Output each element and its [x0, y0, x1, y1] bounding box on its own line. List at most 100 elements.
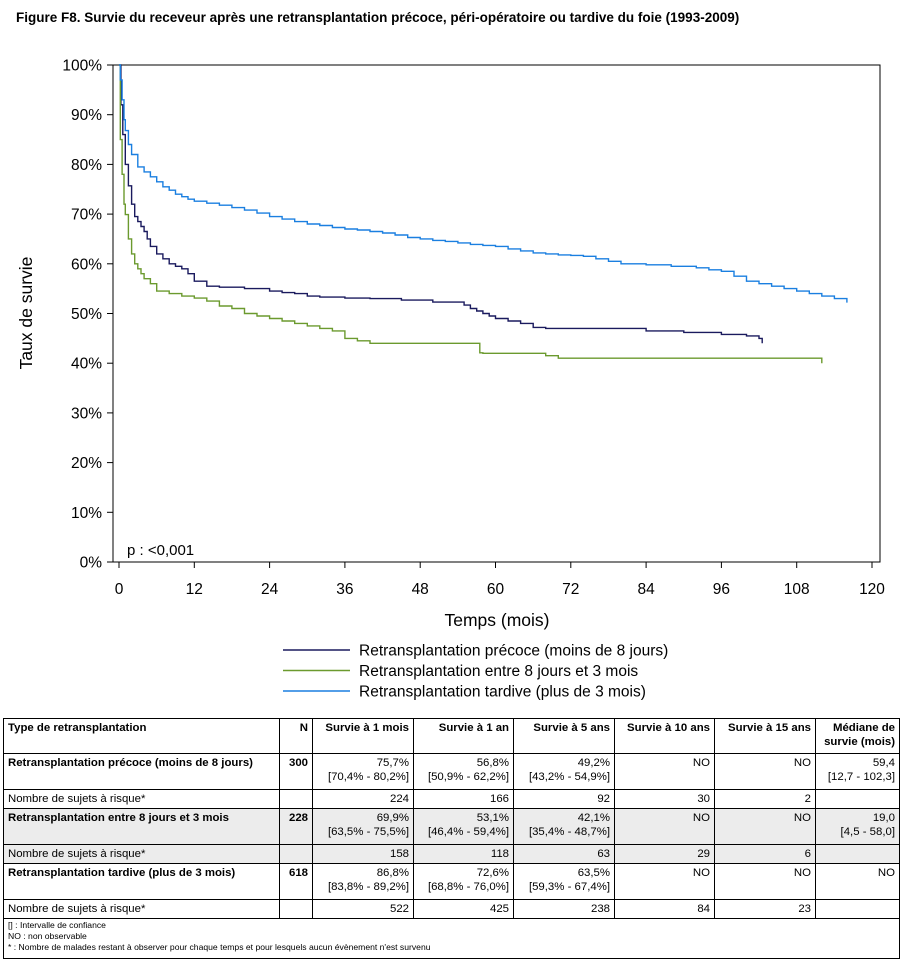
header-type: Type de retransplantation — [3, 718, 280, 754]
x-tick-label: 84 — [637, 581, 655, 598]
risk-count: 63 — [513, 844, 615, 864]
survival-cell: 69,9% [63,5% - 75,5%] — [312, 808, 414, 845]
y-tick-label: 90% — [71, 107, 102, 124]
table-row: Retransplantation entre 8 jours et 3 moi… — [3, 808, 900, 845]
x-tick-label: 12 — [186, 581, 203, 598]
y-tick-label: 20% — [71, 455, 102, 472]
survival-cell: 86,8% [83,8% - 89,2%] — [312, 863, 414, 900]
survival-value: 49,2% — [577, 757, 610, 769]
survival-cell: 75,7% [70,4% - 80,2%] — [312, 753, 414, 790]
survival-cell: 72,6% [68,8% - 76,0%] — [413, 863, 514, 900]
risk-count: 166 — [413, 789, 514, 809]
y-tick-label: 70% — [71, 207, 102, 224]
survival-cell: 56,8% [50,9% - 62,2%] — [413, 753, 514, 790]
table-row: Nombre de sujets à risque* 522 425 238 8… — [3, 899, 900, 919]
survival-value: 63,5% — [577, 867, 610, 879]
survival-value: 56,8% — [476, 757, 509, 769]
survival-value: NO — [614, 753, 715, 790]
y-tick-label: 100% — [62, 58, 102, 75]
x-tick-label: 120 — [859, 581, 885, 598]
risk-count: 2 — [714, 789, 816, 809]
header-survie-5-ans: Survie à 5 ans — [513, 718, 615, 754]
empty-cell — [279, 789, 313, 809]
empty-cell — [279, 844, 313, 864]
median-cell: 59,4 [12,7 - 102,3] — [815, 753, 900, 790]
chart-legend: Retransplantation précoce (moins de 8 jo… — [283, 643, 668, 701]
confidence-interval: [35,4% - 48,7%] — [528, 826, 610, 838]
risk-count: 118 — [413, 844, 514, 864]
group-label: Retransplantation entre 8 jours et 3 moi… — [3, 808, 280, 845]
y-tick-label: 40% — [71, 356, 102, 373]
survival-curve-1 — [119, 64, 763, 344]
confidence-interval: [46,4% - 59,4%] — [427, 826, 509, 838]
survival-value: 69,9% — [376, 812, 409, 824]
risk-count: 522 — [312, 899, 414, 919]
survival-value: NO — [714, 753, 816, 790]
survival-cell: 42,1% [35,4% - 48,7%] — [513, 808, 615, 845]
x-tick-label: 24 — [261, 581, 279, 598]
median-value: NO — [877, 867, 895, 879]
header-n: N — [279, 718, 313, 754]
survival-value: NO — [614, 808, 715, 845]
survival-value: 72,6% — [476, 867, 509, 879]
y-tick-label: 30% — [71, 405, 102, 422]
risk-count: 425 — [413, 899, 514, 919]
table-row: Nombre de sujets à risque* 224 166 92 30… — [3, 789, 900, 809]
survival-value: NO — [714, 863, 816, 900]
header-survie-15-ans: Survie à 15 ans — [714, 718, 816, 754]
table-row: Nombre de sujets à risque* 158 118 63 29… — [3, 844, 900, 864]
y-tick-label: 0% — [80, 555, 103, 572]
survival-curve-2 — [119, 64, 823, 364]
x-tick-label: 60 — [487, 581, 505, 598]
risk-count: 224 — [312, 789, 414, 809]
x-axis-label: Temps (mois) — [444, 610, 549, 630]
y-tick-label: 50% — [71, 306, 102, 323]
x-tick-label: 108 — [784, 581, 810, 598]
table-footnotes: [] : Intervalle de confiance NO : non ob… — [3, 918, 900, 959]
confidence-interval: [63,5% - 75,5%] — [327, 826, 409, 838]
survival-table: Type de retransplantation N Survie à 1 m… — [3, 718, 900, 959]
group-n: 618 — [279, 863, 313, 900]
confidence-interval: [59,3% - 67,4%] — [528, 881, 610, 893]
median-cell: 19,0 [4,5 - 58,0] — [815, 808, 900, 845]
survival-curve-3 — [119, 64, 848, 303]
risk-label: Nombre de sujets à risque* — [3, 844, 280, 864]
survival-value: 86,8% — [376, 867, 409, 879]
table-header-row: Type de retransplantation N Survie à 1 m… — [3, 718, 900, 754]
header-survie-1-an: Survie à 1 an — [413, 718, 514, 754]
x-tick-label: 96 — [713, 581, 730, 598]
survival-cell: 49,2% [43,2% - 54,9%] — [513, 753, 615, 790]
median-value: 59,4 — [872, 757, 895, 769]
figure-title: Figure F8. Survie du receveur après une … — [16, 10, 740, 25]
survival-value: NO — [714, 808, 816, 845]
footnote: * : Nombre de malades restant à observer… — [8, 942, 431, 952]
x-tick-label: 72 — [562, 581, 579, 598]
empty-cell — [815, 844, 900, 864]
footnote: [] : Intervalle de confiance — [8, 920, 106, 930]
risk-count: 29 — [614, 844, 715, 864]
risk-count: 238 — [513, 899, 615, 919]
series-layer — [119, 64, 848, 364]
risk-count: 158 — [312, 844, 414, 864]
confidence-interval: [70,4% - 80,2%] — [327, 771, 409, 783]
risk-count: 23 — [714, 899, 816, 919]
risk-label: Nombre de sujets à risque* — [3, 899, 280, 919]
risk-count: 84 — [614, 899, 715, 919]
table-row: Retransplantation précoce (moins de 8 jo… — [3, 753, 900, 790]
median-value: 19,0 — [872, 812, 895, 824]
x-tick-label: 48 — [412, 581, 429, 598]
survival-value: 53,1% — [476, 812, 509, 824]
confidence-interval: [4,5 - 58,0] — [840, 826, 895, 838]
y-tick-label: 80% — [71, 157, 102, 174]
survival-cell: 63,5% [59,3% - 67,4%] — [513, 863, 615, 900]
confidence-interval: [43,2% - 54,9%] — [528, 771, 610, 783]
p-value-annotation: p : <0,001 — [127, 542, 194, 559]
header-mediane: Médiane de survie (mois) — [815, 718, 900, 754]
group-n: 300 — [279, 753, 313, 790]
confidence-interval: [83,8% - 89,2%] — [327, 881, 409, 893]
plot-frame — [112, 64, 881, 563]
confidence-interval: [50,9% - 62,2%] — [427, 771, 509, 783]
risk-count: 92 — [513, 789, 615, 809]
legend-label: Retransplantation entre 8 jours et 3 moi… — [359, 663, 638, 680]
footnote: NO : non observable — [8, 931, 87, 941]
